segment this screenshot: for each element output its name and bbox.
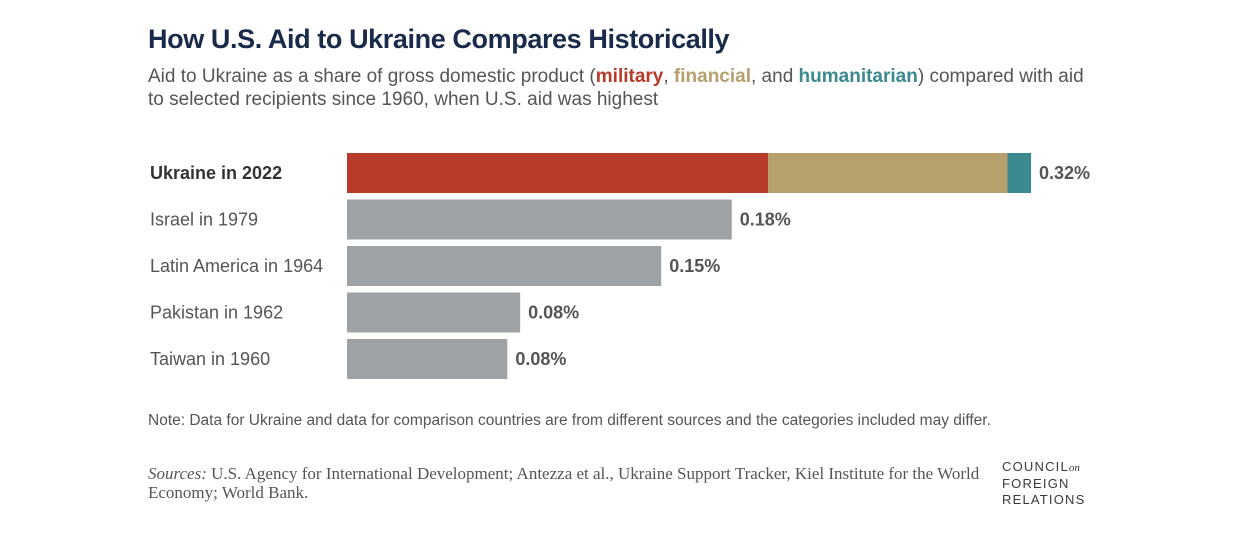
cfr-logo: COUNCILon FOREIGN RELATIONS bbox=[1002, 459, 1086, 508]
sources-text: U.S. Agency for International Developmen… bbox=[148, 464, 980, 502]
bar-taiwan-in-1960 bbox=[347, 339, 508, 379]
chart-sources: Sources: U.S. Agency for International D… bbox=[148, 464, 998, 502]
logo-relations: RELATIONS bbox=[1002, 492, 1086, 507]
value-label-ukraine-in-2022: 0.32% bbox=[1039, 163, 1090, 183]
chart-title: How U.S. Aid to Ukraine Compares Histori… bbox=[148, 24, 730, 54]
subtitle-sep-1: , bbox=[663, 66, 674, 87]
category-label-taiwan-in-1960: Taiwan in 1960 bbox=[150, 349, 270, 369]
chart-note: Note: Data for Ukraine and data for comp… bbox=[148, 412, 991, 429]
category-label-latin-america-in-1964: Latin America in 1964 bbox=[150, 256, 323, 276]
logo-on: on bbox=[1068, 462, 1080, 474]
bar-ukraine-in-2022-financial bbox=[768, 153, 1008, 193]
bar-ukraine-in-2022-military bbox=[347, 153, 769, 193]
legend-financial: financial bbox=[673, 66, 751, 87]
legend-military: military bbox=[595, 66, 664, 87]
bar-ukraine-in-2022-humanitarian bbox=[1007, 153, 1031, 193]
bar-latin-america-in-1964 bbox=[347, 246, 662, 286]
category-label-ukraine-in-2022: Ukraine in 2022 bbox=[150, 163, 282, 183]
chart-subtitle: Aid to Ukraine as a share of gross domes… bbox=[148, 65, 1088, 111]
legend-humanitarian: humanitarian bbox=[798, 66, 918, 87]
value-label-taiwan-in-1960: 0.08% bbox=[515, 349, 566, 369]
subtitle-sep-2: , and bbox=[751, 66, 799, 87]
bar-pakistan-in-1962 bbox=[347, 292, 521, 333]
logo-council: COUNCIL bbox=[1002, 459, 1069, 474]
value-label-pakistan-in-1962: 0.08% bbox=[528, 303, 579, 323]
sources-label: Sources: bbox=[148, 464, 207, 483]
logo-foreign: FOREIGN bbox=[1002, 476, 1070, 491]
value-label-israel-in-1979: 0.18% bbox=[740, 210, 791, 230]
value-label-latin-america-in-1964: 0.15% bbox=[669, 256, 720, 276]
subtitle-text-start: Aid to Ukraine as a share of gross domes… bbox=[148, 66, 596, 87]
subtitle-text-end: ) compared with aid to selected recipien… bbox=[148, 66, 1084, 110]
bar-israel-in-1979 bbox=[347, 199, 732, 240]
bar-chart: Ukraine in 2022 0.32% Israel in 1979 0.18% L… bbox=[150, 153, 1090, 379]
category-label-pakistan-in-1962: Pakistan in 1962 bbox=[150, 303, 283, 323]
category-label-israel-in-1979: Israel in 1979 bbox=[150, 210, 258, 230]
